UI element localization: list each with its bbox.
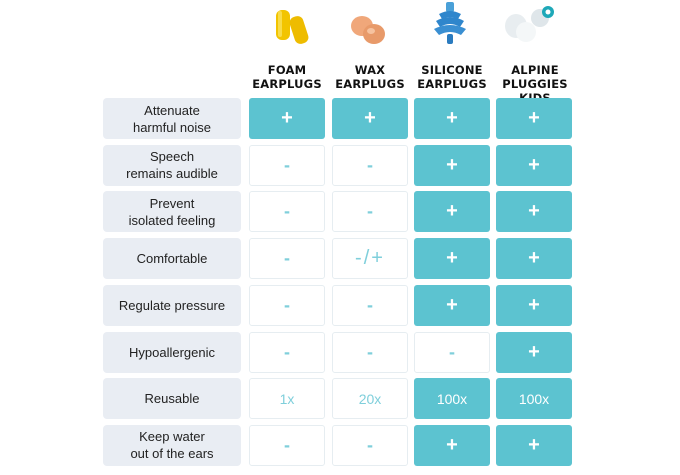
row-label: Reusable <box>103 378 241 420</box>
cell-value: + <box>446 200 458 223</box>
cell-value: + <box>528 433 540 456</box>
cell-value: + <box>446 433 458 456</box>
comparison-cell: + <box>414 191 490 233</box>
comparison-cell: - <box>414 331 490 373</box>
cell-value: + <box>528 107 540 129</box>
cell-value: - <box>284 154 290 175</box>
comparison-cell: + <box>414 284 490 326</box>
cell-value: - <box>284 248 290 269</box>
cell-value: - <box>367 154 373 175</box>
column-header-line2: EARPLUGS <box>252 77 322 91</box>
comparison-cell: - <box>249 284 325 326</box>
comparison-cell: - <box>332 424 408 466</box>
cell-value: 20x <box>358 390 382 407</box>
row-label-line: Comfortable <box>136 251 208 267</box>
row-label-line: remains audible <box>126 166 218 182</box>
cell-value: - <box>284 294 290 315</box>
row-label: Speech remains audible <box>103 144 241 186</box>
row-label: Keep water out of the ears <box>103 424 241 466</box>
cell-value: + <box>528 293 540 316</box>
comparison-cell: + <box>414 424 490 466</box>
foam-earplug-icon <box>276 10 309 44</box>
row-label-line: isolated feeling <box>128 212 216 228</box>
comparison-cell: + <box>414 144 490 186</box>
row-label: Regulate pressure <box>103 284 241 326</box>
comparison-cell: - <box>332 284 408 326</box>
row-label-line: Regulate pressure <box>118 297 226 313</box>
cell-value: - <box>284 434 290 455</box>
row-label: Attenuate harmful noise <box>103 98 241 139</box>
comparison-cell: + <box>496 284 572 326</box>
comparison-cell: + <box>414 238 490 280</box>
column-header: WAX EARPLUGS <box>330 63 410 91</box>
cell-value: + <box>281 107 293 129</box>
row-label-line: Hypoallergenic <box>129 344 215 360</box>
comparison-cell: + <box>496 191 572 233</box>
comparison-cell: + <box>249 98 325 139</box>
cell-value: 1x <box>279 390 295 407</box>
comparison-cell: + <box>496 144 572 186</box>
column-header-line2: EARPLUGS <box>335 77 405 91</box>
row-label-line: Speech <box>149 149 195 165</box>
comparison-cell: -/+ <box>332 238 408 280</box>
comparison-cell: 100x <box>414 378 490 420</box>
silicone-earplug-icon <box>434 2 466 44</box>
cell-value: 100x <box>436 390 468 407</box>
comparison-cell: + <box>496 238 572 280</box>
comparison-cell: 100x <box>496 378 572 420</box>
cell-value: - <box>367 201 373 222</box>
comparison-cell: + <box>496 424 572 466</box>
comparison-cell: - <box>332 331 408 373</box>
cell-value: -/+ <box>355 247 385 270</box>
cell-value: + <box>446 107 458 129</box>
comparison-cell: - <box>249 331 325 373</box>
row-label: Comfortable <box>103 238 241 280</box>
comparison-cell: - <box>332 191 408 233</box>
row-label-line: Attenuate <box>144 102 200 118</box>
cell-value: - <box>367 434 373 455</box>
cell-value: - <box>367 294 373 315</box>
row-label-line: harmful noise <box>132 119 212 135</box>
column-header-line1: SILICONE <box>421 63 483 77</box>
alpine-earplug-icon <box>505 6 554 42</box>
cell-value: + <box>528 200 540 223</box>
cell-value: + <box>528 247 540 270</box>
comparison-cell: + <box>496 331 572 373</box>
column-header-line1: FOAM <box>267 63 307 77</box>
cell-value: - <box>284 341 290 362</box>
cell-value: + <box>528 340 540 363</box>
row-label-line: Prevent <box>149 195 195 211</box>
column-header-line1: WAX <box>354 63 386 77</box>
cell-value: - <box>367 341 373 362</box>
comparison-cell: - <box>249 191 325 233</box>
cell-value: + <box>528 153 540 176</box>
cell-value: 100x <box>518 390 550 407</box>
comparison-cell: + <box>496 98 572 139</box>
comparison-cell: - <box>249 238 325 280</box>
row-label-line: Keep water <box>139 429 205 445</box>
comparison-cell: - <box>249 424 325 466</box>
comparison-cell: + <box>414 98 490 139</box>
row-label: Hypoallergenic <box>103 331 241 373</box>
row-label: Prevent isolated feeling <box>103 191 241 233</box>
row-label-line: Reusable <box>144 391 200 407</box>
comparison-cell: 20x <box>332 378 408 420</box>
comparison-cell: - <box>249 144 325 186</box>
cell-value: + <box>364 107 376 129</box>
cell-value: + <box>446 247 458 270</box>
column-header-line2: EARPLUGS <box>417 77 487 91</box>
column-header: FOAM EARPLUGS <box>247 63 327 91</box>
cell-value: + <box>446 293 458 316</box>
cell-value: + <box>446 153 458 176</box>
cell-value: - <box>449 341 455 362</box>
column-header: SILICONE EARPLUGS <box>412 63 492 91</box>
comparison-cell: + <box>332 98 408 139</box>
row-label-line: out of the ears <box>130 446 214 462</box>
comparison-cell: - <box>332 144 408 186</box>
cell-value: - <box>284 201 290 222</box>
wax-earplug-icon <box>351 16 385 44</box>
column-header-line1: ALPINE <box>511 63 559 77</box>
comparison-cell: 1x <box>249 378 325 420</box>
